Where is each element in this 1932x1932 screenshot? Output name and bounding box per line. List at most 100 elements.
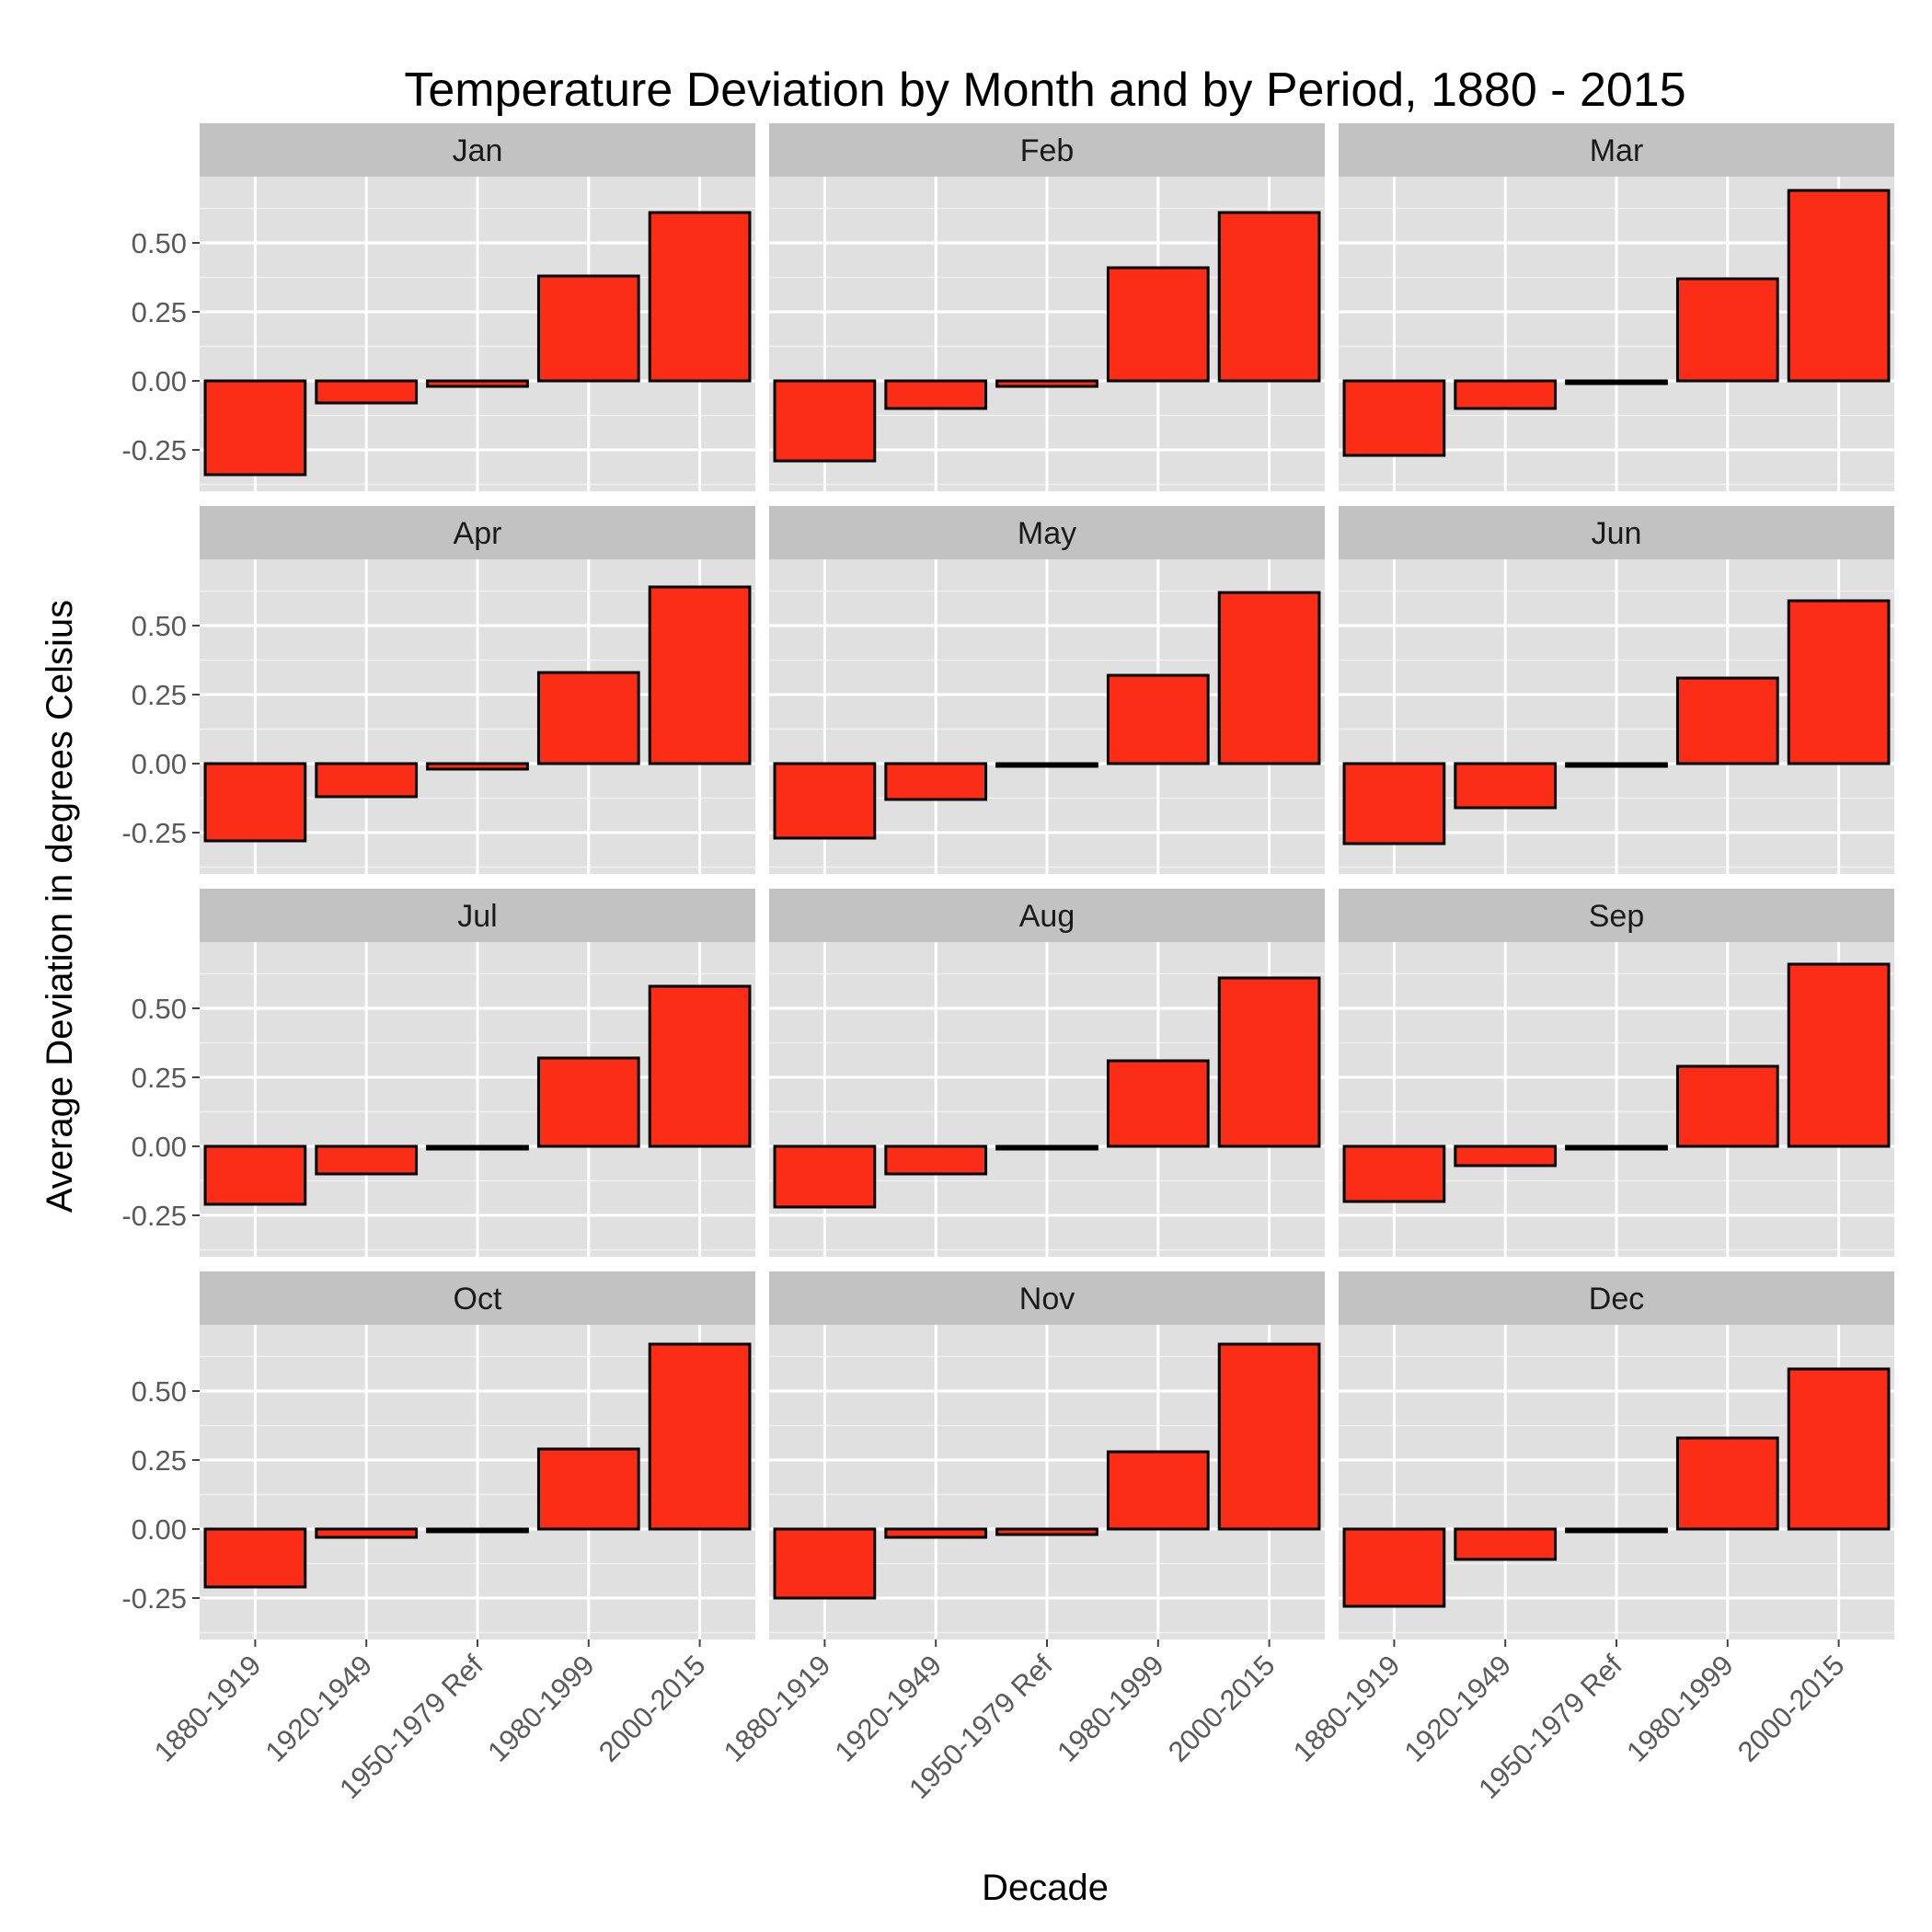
facet-strip-label: Mar [1590, 133, 1644, 168]
bar-nov-1 [884, 1527, 988, 1539]
bar-jun-3 [1675, 676, 1779, 765]
bar-nov-3 [1106, 1450, 1210, 1531]
bar-aug-0 [773, 1144, 877, 1209]
bar-oct-2 [426, 1527, 529, 1534]
facet-strip [200, 1271, 755, 1325]
x-tick-label: 1980-1999 [1051, 1649, 1170, 1768]
bar-feb-0 [773, 379, 877, 463]
bar-nov-2 [995, 1527, 1098, 1536]
facet-strip-label: Aug [1019, 899, 1075, 934]
chart-title: Temperature Deviation by Month and by Pe… [404, 63, 1685, 117]
y-tick-label: -0.25 [121, 434, 187, 466]
facet-oct: Oct [200, 1271, 755, 1639]
x-tick-label: 1980-1999 [1620, 1649, 1740, 1768]
bar-jul-3 [536, 1056, 640, 1148]
y-tick-label: 0.00 [132, 1131, 187, 1163]
facet-strip-label: Dec [1589, 1282, 1644, 1317]
facet-strip-label: Jun [1592, 516, 1642, 551]
bar-jun-4 [1787, 599, 1891, 765]
bar-oct-0 [203, 1527, 307, 1589]
bar-feb-3 [1106, 266, 1210, 383]
bar-jan-3 [536, 274, 640, 383]
y-tick-label: 0.00 [132, 748, 187, 780]
bar-jul-0 [203, 1144, 307, 1206]
x-tick-label: 1920-1949 [1398, 1649, 1518, 1768]
facet-panels: Jan Feb Mar Apr May Jun Jul Aug Sep Oct Nov Dec [200, 123, 1894, 1639]
y-tick-label: 0.25 [132, 679, 187, 711]
facet-jan: Jan [200, 123, 755, 491]
facet-jul: Jul [200, 889, 755, 1257]
bar-may-1 [884, 762, 988, 801]
facet-strip [200, 506, 755, 559]
bar-oct-4 [648, 1342, 752, 1531]
facet-apr: Apr [200, 506, 755, 874]
facet-dec: Dec [1339, 1271, 1894, 1639]
y-tick-label: 0.50 [132, 227, 187, 259]
facet-strip [769, 1271, 1325, 1325]
facet-strip-label: Sep [1589, 899, 1645, 934]
bar-dec-3 [1675, 1436, 1779, 1531]
x-tick-label: 1880-1919 [148, 1649, 268, 1768]
y-axis-label: Average Deviation in degrees Celsius [40, 600, 80, 1213]
facet-strip [1339, 889, 1894, 942]
bar-oct-3 [536, 1447, 640, 1531]
bar-dec-4 [1787, 1367, 1891, 1531]
bar-feb-2 [995, 379, 1098, 388]
bar-jan-0 [203, 379, 307, 477]
facet-strip [769, 123, 1325, 177]
bar-mar-3 [1675, 277, 1779, 383]
y-tick-label: -0.25 [121, 1200, 187, 1232]
bar-aug-2 [995, 1144, 1098, 1151]
bar-sep-3 [1675, 1064, 1779, 1148]
facet-feb: Feb [769, 123, 1325, 491]
bar-aug-4 [1217, 976, 1321, 1148]
bar-may-4 [1217, 591, 1321, 765]
bar-may-2 [995, 762, 1098, 768]
facet-strip [200, 123, 755, 177]
bar-nov-4 [1217, 1342, 1321, 1531]
bar-nov-0 [773, 1527, 877, 1600]
bar-sep-0 [1342, 1144, 1446, 1203]
facet-jun: Jun [1339, 506, 1894, 874]
bar-apr-1 [315, 762, 419, 799]
facet-strip [1339, 1271, 1894, 1325]
bar-feb-4 [1217, 211, 1321, 383]
facet-strip-label: Jul [457, 899, 497, 934]
x-axis-label: Decade [982, 1868, 1109, 1908]
facet-strip [769, 889, 1325, 942]
facet-mar: Mar [1339, 123, 1894, 491]
bar-mar-4 [1787, 189, 1891, 383]
bar-dec-1 [1454, 1527, 1558, 1561]
facet-strip [1339, 506, 1894, 559]
x-tick-label: 2000-2015 [1731, 1649, 1851, 1768]
y-tick-label: 0.25 [132, 1444, 187, 1477]
bar-feb-1 [884, 379, 988, 410]
bar-may-0 [773, 762, 877, 840]
x-tick-label: 1880-1919 [718, 1649, 837, 1768]
facet-strip-label: Apr [454, 516, 502, 551]
bar-jul-2 [426, 1144, 529, 1151]
bar-sep-4 [1787, 962, 1891, 1148]
bar-apr-0 [203, 762, 307, 843]
bar-jul-1 [315, 1144, 419, 1176]
bar-mar-0 [1342, 379, 1446, 457]
bar-jun-1 [1454, 762, 1558, 810]
y-axes: -0.25 0.00 0.25 0.50 -0.25 0.00 0.25 0.50 -0.25 0… [121, 227, 200, 1615]
y-tick-label: 0.00 [132, 365, 187, 397]
x-tick-label: 1920-1949 [829, 1649, 949, 1768]
bar-apr-4 [648, 585, 752, 765]
bar-jan-1 [315, 379, 419, 405]
bar-jan-4 [648, 211, 752, 383]
bar-apr-3 [536, 671, 640, 765]
facet-strip-label: Nov [1019, 1282, 1075, 1317]
bar-mar-1 [1454, 379, 1558, 410]
y-tick-label: 0.00 [132, 1513, 187, 1546]
bar-sep-2 [1565, 1144, 1668, 1151]
bar-dec-0 [1342, 1527, 1446, 1608]
y-tick-label: 0.50 [132, 993, 187, 1025]
facet-strip-label: May [1018, 516, 1076, 551]
facet-strip-label: Feb [1020, 133, 1075, 168]
bar-sep-1 [1454, 1144, 1558, 1167]
